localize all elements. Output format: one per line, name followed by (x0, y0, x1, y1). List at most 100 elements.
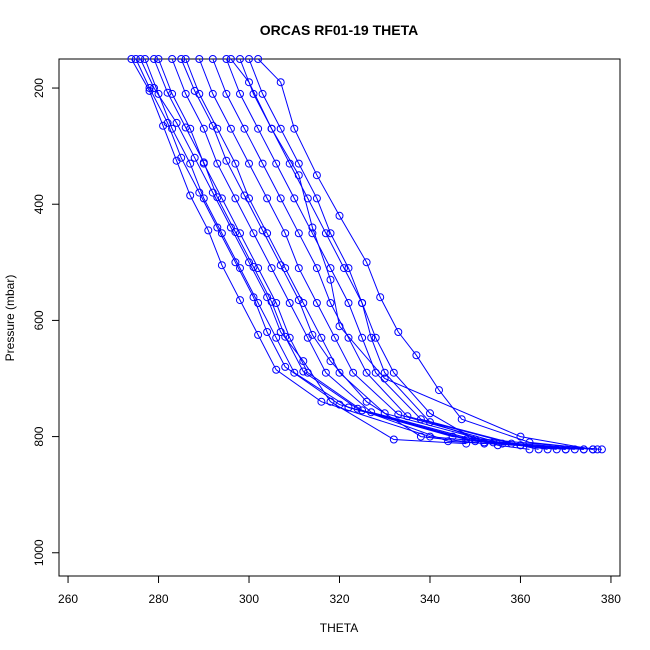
data-point (426, 432, 434, 441)
data-point (213, 193, 222, 202)
data-point (403, 412, 412, 421)
data-point (389, 435, 398, 444)
data-point (272, 365, 281, 374)
data-point (299, 357, 308, 366)
profile-series (254, 55, 602, 454)
data-point (236, 296, 244, 305)
x-tick-label: 360 (510, 592, 530, 606)
x-tick-label: 320 (329, 592, 349, 606)
data-point (195, 188, 204, 197)
y-tick-label: 400 (32, 194, 46, 214)
data-point (231, 228, 240, 237)
data-point (416, 415, 425, 424)
data-point (217, 261, 226, 270)
y-tick-label: 200 (32, 78, 46, 98)
data-point (376, 293, 385, 302)
data-point (254, 330, 263, 339)
data-point (245, 55, 253, 63)
data-point (308, 330, 317, 339)
profile-line (198, 58, 557, 450)
data-point (380, 368, 389, 377)
data-point (362, 397, 371, 406)
data-point (208, 188, 217, 197)
data-point (254, 299, 263, 307)
profile-line (212, 58, 548, 450)
profile-series (131, 55, 606, 454)
profile-line (130, 58, 566, 450)
data-point (240, 124, 249, 133)
profile-line (185, 58, 566, 450)
data-point (199, 124, 208, 133)
data-point (561, 445, 570, 454)
data-point (426, 409, 434, 418)
data-point (263, 328, 272, 336)
data-point (353, 404, 362, 413)
data-point (349, 368, 358, 377)
data-point (222, 89, 231, 98)
profile-series (222, 55, 543, 454)
data-point (208, 55, 217, 63)
data-point (249, 263, 258, 271)
data-point (593, 445, 602, 454)
data-point (231, 194, 240, 203)
data-point (186, 191, 195, 200)
data-point (317, 397, 326, 406)
data-point (236, 89, 244, 98)
data-point (588, 445, 597, 454)
data-point (258, 89, 267, 98)
data-point (231, 159, 240, 168)
data-point (177, 55, 186, 63)
profile-series (195, 55, 561, 454)
data-point (358, 406, 367, 415)
data-point (326, 275, 335, 284)
data-point (258, 159, 267, 168)
data-point (199, 158, 208, 167)
profile-line (153, 58, 584, 450)
data-point (154, 89, 163, 98)
data-point (326, 357, 335, 366)
data-point (245, 78, 253, 87)
data-point (181, 55, 190, 63)
data-point (312, 299, 321, 307)
data-point (272, 333, 281, 342)
profile-series (177, 55, 489, 448)
profile-series (127, 55, 570, 454)
data-point (435, 386, 443, 395)
data-point (199, 194, 208, 203)
data-point (208, 89, 217, 98)
data-point (272, 159, 281, 168)
data-point (222, 55, 231, 63)
data-point (412, 351, 421, 360)
profile-series (168, 55, 579, 454)
data-point (493, 441, 502, 450)
data-point (294, 159, 303, 168)
data-point (294, 264, 303, 273)
data-point (213, 159, 222, 168)
data-point (597, 445, 606, 454)
x-tick-label: 380 (601, 592, 621, 606)
data-point (281, 229, 290, 238)
y-tick-label: 1000 (32, 539, 46, 566)
data-point (543, 445, 552, 454)
x-axis: 260 280 300 320 340 360 380 (58, 575, 621, 606)
data-point (181, 123, 190, 132)
profile-series (154, 55, 588, 454)
data-point (308, 223, 317, 232)
data-point (579, 445, 588, 454)
data-point (267, 264, 276, 273)
profile-line (239, 58, 530, 450)
data-point (290, 194, 299, 203)
data-point (290, 368, 299, 377)
data-point (294, 296, 303, 305)
profile-line (248, 58, 521, 446)
data-point (254, 55, 263, 63)
profile-line (180, 58, 485, 445)
data-point (226, 55, 235, 63)
data-point (136, 55, 145, 63)
data-point (362, 258, 371, 267)
data-point (326, 299, 335, 307)
profile-series (150, 55, 588, 454)
data-point (335, 322, 344, 331)
data-point (150, 55, 158, 63)
data-point (299, 367, 308, 376)
